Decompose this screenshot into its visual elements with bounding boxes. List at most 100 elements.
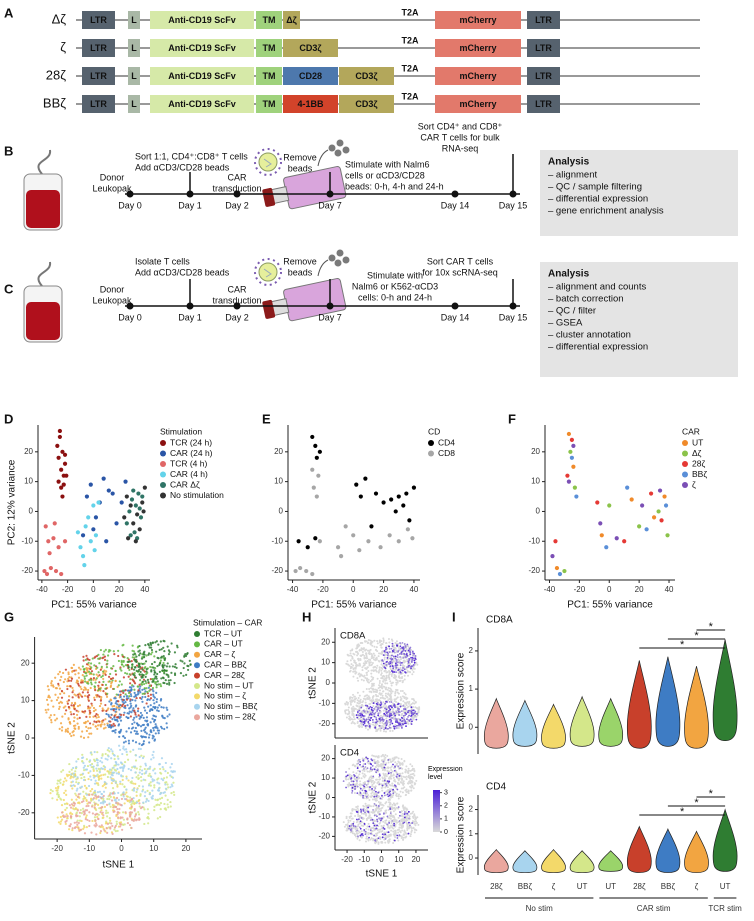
- scatter-point: [122, 515, 126, 519]
- cell-dot: [59, 679, 61, 681]
- cell-dot: [363, 792, 365, 794]
- expr-dot: [377, 715, 379, 717]
- expr-dot: [377, 702, 379, 704]
- cell-dot: [159, 798, 161, 800]
- cell-dot: [84, 832, 86, 834]
- cell-dot: [106, 660, 108, 662]
- cell-dot: [68, 763, 70, 765]
- cell-dot: [380, 802, 382, 804]
- cell-dot: [110, 708, 112, 710]
- cell-dot: [112, 677, 114, 679]
- expr-dot: [369, 725, 371, 727]
- cell-dot: [163, 650, 165, 652]
- cell-dot: [359, 823, 361, 825]
- cell-dot: [76, 788, 78, 790]
- cell-dot: [141, 701, 143, 703]
- cell-dot: [402, 665, 404, 667]
- scatter-point: [120, 500, 124, 504]
- scatter-point: [595, 500, 599, 504]
- segment-label: CD3ζ: [355, 71, 377, 81]
- cell-dot: [133, 717, 135, 719]
- expr-dot: [408, 719, 410, 721]
- cell-dot: [388, 835, 390, 837]
- cell-dot: [347, 709, 349, 711]
- cell-dot: [66, 803, 68, 805]
- cell-dot: [166, 709, 168, 711]
- cell-dot: [88, 694, 90, 696]
- cell-dot: [126, 795, 128, 797]
- cell-dot: [130, 715, 132, 717]
- cell-dot: [401, 835, 403, 837]
- cell-dot: [92, 723, 94, 725]
- cell-dot: [93, 720, 95, 722]
- scatter-point: [138, 527, 142, 531]
- scatter-point: [357, 548, 361, 552]
- cell-dot: [121, 783, 123, 785]
- cell-dot: [100, 809, 102, 811]
- cell-dot: [51, 797, 53, 799]
- cell-dot: [172, 777, 174, 779]
- expr-dot: [398, 669, 400, 671]
- cell-dot: [373, 781, 375, 783]
- cell-dot: [368, 682, 370, 684]
- scatter-point: [298, 566, 302, 570]
- cell-dot: [96, 770, 98, 772]
- cell-dot: [384, 802, 386, 804]
- cell-dot: [386, 755, 388, 757]
- cell-dot: [61, 726, 63, 728]
- cell-dot: [117, 802, 119, 804]
- cell-dot: [164, 657, 166, 659]
- cell-dot: [176, 646, 178, 648]
- expr-dot: [367, 780, 369, 782]
- cell-dot: [134, 783, 136, 785]
- cell-dot: [83, 779, 85, 781]
- cell-dot: [372, 780, 374, 782]
- cell-dot: [88, 785, 90, 787]
- cell-dot: [149, 646, 151, 648]
- cell-dot: [129, 682, 131, 684]
- cell-dot: [394, 836, 396, 838]
- expr-dot: [389, 701, 391, 703]
- cell-dot: [73, 805, 75, 807]
- cell-dot: [392, 691, 394, 693]
- cell-dot: [93, 766, 95, 768]
- cell-dot: [136, 788, 138, 790]
- y-tick-label: -20: [528, 566, 540, 575]
- cell-dot: [359, 839, 361, 841]
- cell-dot: [400, 791, 402, 793]
- segment-label: mCherry: [459, 71, 496, 81]
- cell-dot: [346, 829, 348, 831]
- y-tick-label: 20: [321, 637, 330, 646]
- cell-dot: [379, 765, 381, 767]
- cell-dot: [131, 819, 133, 821]
- legend-title: CAR: [682, 426, 700, 436]
- cell-dot: [128, 768, 130, 770]
- cell-dot: [373, 691, 375, 693]
- expr-dot: [401, 721, 403, 723]
- cell-dot: [122, 779, 124, 781]
- scatter-point: [401, 503, 405, 507]
- expr-dot: [359, 761, 361, 763]
- cell-dot: [403, 760, 405, 762]
- cell-dot: [154, 672, 156, 674]
- cell-dot: [61, 716, 63, 718]
- cell-dot: [375, 698, 377, 700]
- scatter-point: [55, 444, 59, 448]
- cell-dot: [401, 762, 403, 764]
- cell-dot: [66, 774, 68, 776]
- cell-dot: [91, 705, 93, 707]
- cell-dot: [350, 815, 352, 817]
- cell-dot: [113, 806, 115, 808]
- cell-dot: [59, 688, 61, 690]
- cell-dot: [187, 669, 189, 671]
- scatter-point: [306, 545, 310, 549]
- cell-dot: [74, 708, 76, 710]
- cell-dot: [361, 704, 363, 706]
- legend-swatch: [160, 472, 166, 478]
- cell-dot: [383, 641, 385, 643]
- expr-dot: [401, 723, 403, 725]
- cell-dot: [111, 799, 113, 801]
- cell-dot: [89, 770, 91, 772]
- cell-dot: [143, 823, 145, 825]
- expr-dot: [414, 656, 416, 658]
